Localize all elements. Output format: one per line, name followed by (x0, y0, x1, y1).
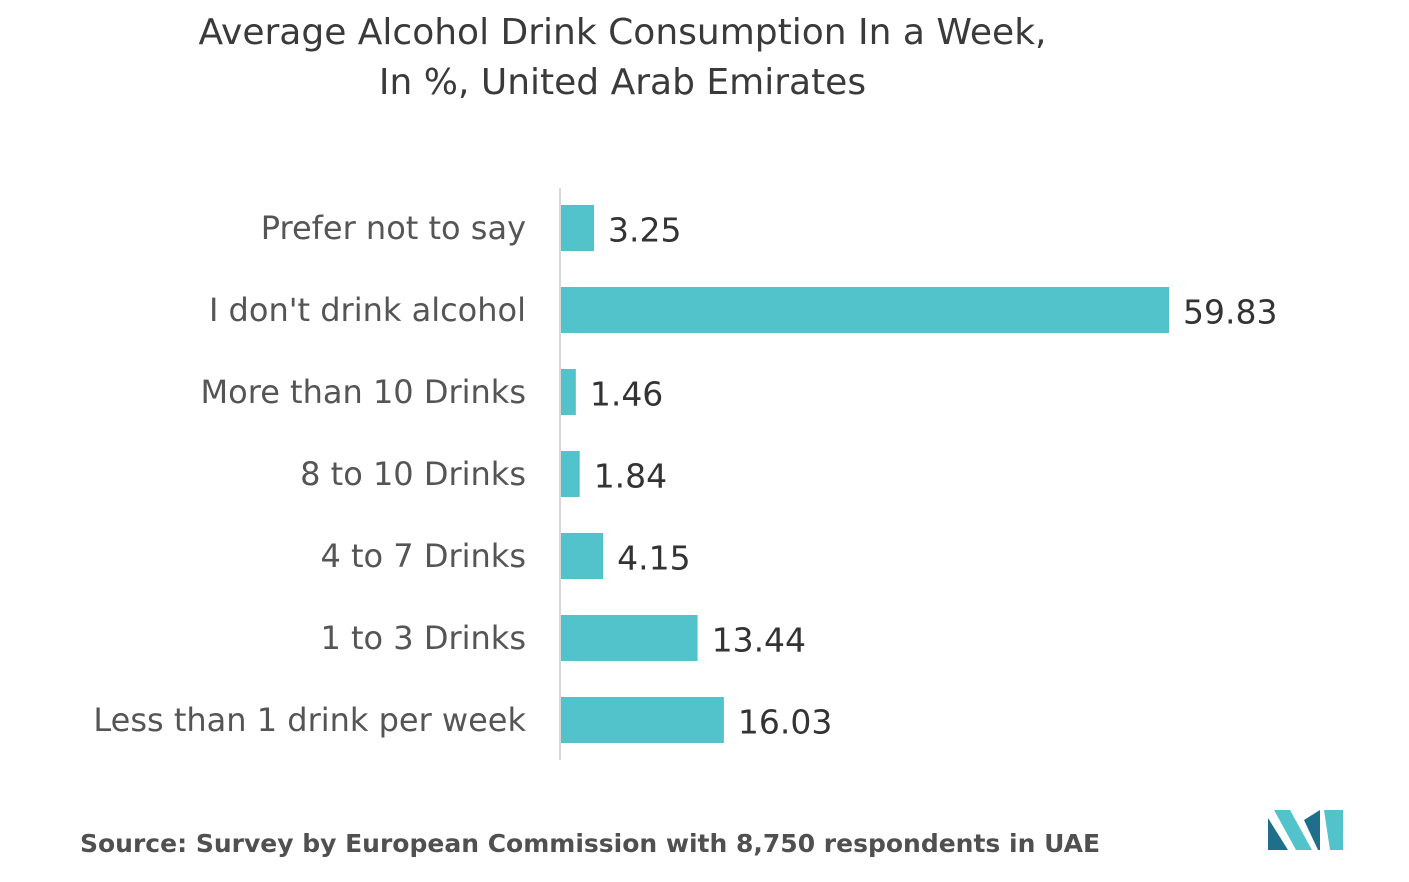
category-label: More than 10 Drinks (201, 373, 526, 411)
category-label: 4 to 7 Drinks (320, 537, 526, 575)
data-label: 16.03 (738, 703, 832, 742)
bar (561, 369, 576, 415)
data-label: 59.83 (1183, 293, 1277, 332)
logo-shape-mid (1274, 810, 1312, 850)
chart-title-line-1: Average Alcohol Drink Consumption In a W… (198, 12, 1047, 53)
bar (561, 697, 724, 743)
bar (561, 533, 604, 579)
category-label: Prefer not to say (261, 209, 526, 247)
data-label: 4.15 (617, 539, 690, 578)
source-label: Source: (80, 829, 188, 858)
category-label: 1 to 3 Drinks (320, 619, 526, 657)
category-label: I don't drink alcohol (209, 291, 526, 329)
source-text: Survey by European Commission with 8,750… (195, 829, 1101, 858)
source-note: Source: Survey by European Commission wi… (80, 829, 1100, 858)
data-label: 13.44 (712, 621, 806, 660)
bar (561, 451, 580, 497)
data-label: 1.84 (594, 457, 667, 496)
category-label: Less than 1 drink per week (93, 701, 526, 739)
bar (561, 287, 1169, 333)
logo-shape-right-b (1324, 810, 1343, 850)
logo-shape-right-a (1304, 810, 1320, 850)
brand-logo-icon (1268, 810, 1343, 850)
chart-title-line-2: In %, United Arab Emirates (378, 62, 867, 103)
bar (561, 615, 698, 661)
bar (561, 205, 595, 251)
chart-title: Average Alcohol Drink Consumption In a W… (100, 8, 1145, 108)
data-label: 1.46 (590, 375, 663, 414)
data-label: 3.25 (608, 211, 681, 250)
logo-shape-left (1268, 818, 1288, 850)
category-label: 8 to 10 Drinks (300, 455, 526, 493)
